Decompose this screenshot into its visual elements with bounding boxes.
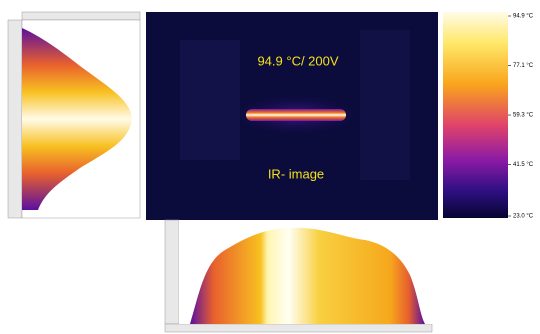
ruler	[8, 20, 22, 218]
vertical-profile	[8, 12, 140, 218]
tick-label: 59.3 °C	[513, 113, 534, 119]
figure: 94.9 °C/ 200V IR- image 94.9 °C 77.1 °C 59…	[0, 0, 540, 334]
image-annotation: 94.9 °C/ 200V	[257, 53, 338, 68]
image-caption: IR- image	[268, 166, 324, 181]
ir-image: 94.9 °C/ 200V IR- image	[146, 12, 438, 220]
horizontal-profile	[165, 220, 432, 332]
page: 94.9 °C/ 200V IR- image 94.9 °C 77.1 °C 59…	[0, 0, 540, 334]
colorbar-scale	[443, 12, 508, 218]
ruler	[22, 12, 140, 20]
ruler	[165, 324, 432, 332]
tick-label: 77.1 °C	[513, 63, 534, 69]
tick-label: 23.0 °C	[513, 214, 534, 220]
image-texture	[360, 30, 410, 180]
tick-label: 94.9 °C	[513, 14, 534, 20]
colorbar: 94.9 °C 77.1 °C 59.3 °C 41.5 °C 23.0 °C	[443, 12, 534, 220]
ruler	[165, 220, 179, 324]
image-texture	[180, 40, 240, 160]
tick-label: 41.5 °C	[513, 162, 534, 168]
hot-spot	[246, 109, 346, 121]
